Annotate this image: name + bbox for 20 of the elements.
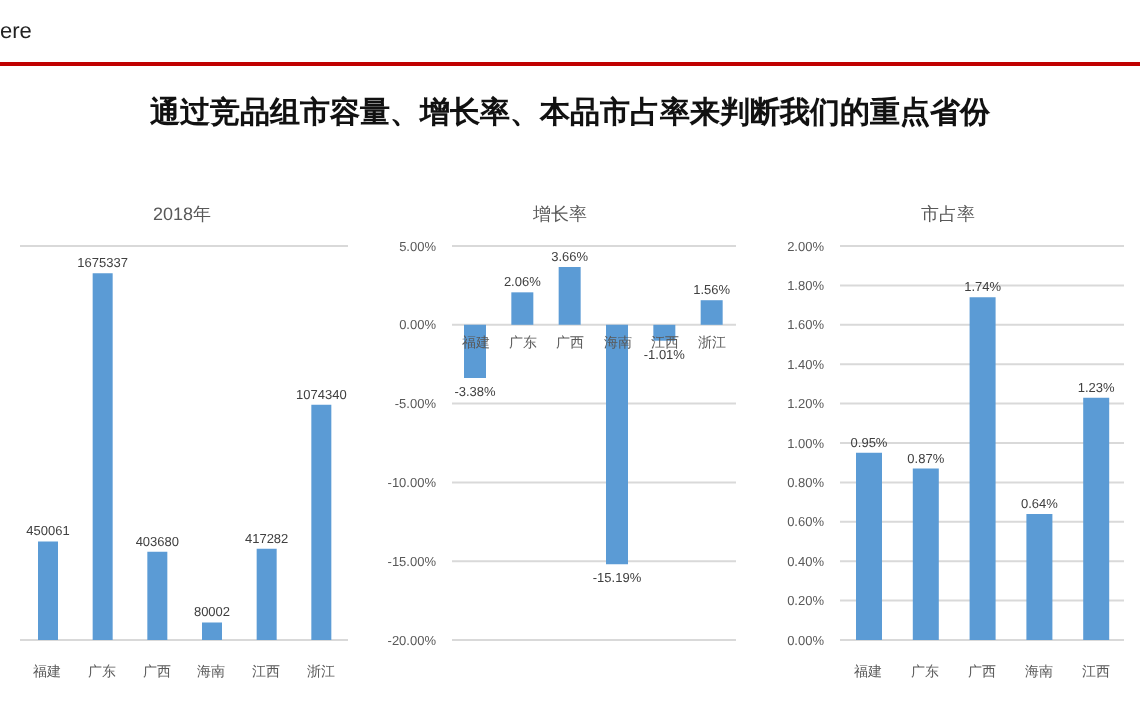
bar — [856, 452, 882, 640]
bar — [147, 551, 168, 640]
bar — [558, 267, 581, 325]
bar — [202, 622, 222, 640]
bar — [700, 300, 723, 325]
text: ere — [0, 20, 32, 44]
bar — [38, 541, 58, 640]
bar — [606, 324, 628, 565]
chart-title: 市占率 — [919, 202, 977, 228]
chart-title: 增长率 — [531, 202, 589, 228]
bar — [969, 297, 996, 640]
bar — [1083, 397, 1110, 640]
bar — [1026, 513, 1053, 640]
text: 通过竞品组市容量、增长率、本品市占率来判断我们的重点省份 — [148, 94, 992, 132]
bar — [311, 404, 332, 640]
chart-title: 2018年 — [150, 202, 214, 228]
bar — [256, 548, 277, 640]
bar — [912, 468, 939, 640]
bar — [511, 292, 534, 325]
bar — [92, 273, 113, 640]
